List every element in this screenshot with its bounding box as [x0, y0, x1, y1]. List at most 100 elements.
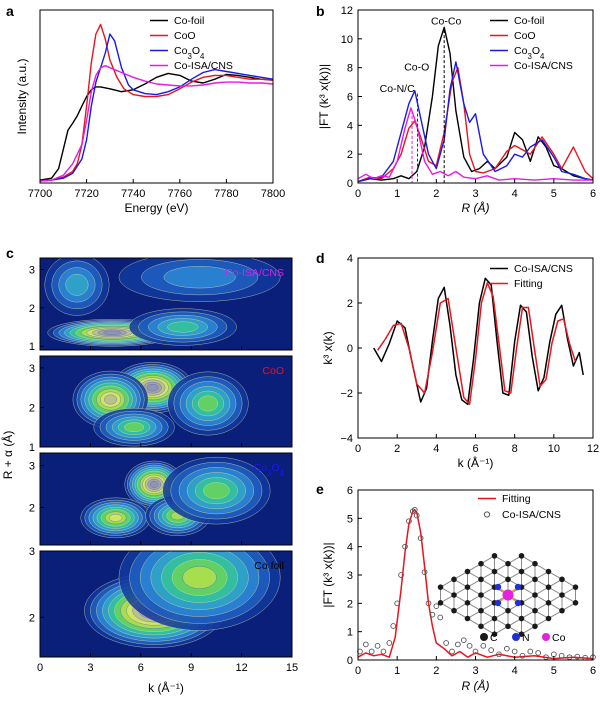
b-y-axis-label: |FT (k³ x(k))|	[317, 64, 331, 129]
data-point	[574, 653, 581, 660]
c-y-axis-label: R + α (Å)	[0, 431, 15, 480]
e-legend-label: Fitting	[502, 493, 531, 505]
data-point	[429, 611, 436, 618]
data-point	[411, 506, 418, 513]
data-point	[535, 650, 542, 656]
b-ytick-label: 12	[341, 5, 353, 17]
d-xtick-label: 6	[472, 443, 478, 455]
data-point	[398, 572, 404, 578]
data-point	[394, 600, 401, 607]
carbon-atom	[532, 623, 538, 630]
carbon-atom	[505, 560, 511, 567]
wavelet-contour	[65, 273, 89, 296]
c-xtick-label: 6	[138, 662, 144, 674]
c-ytick-label: 2	[29, 612, 35, 624]
b-xtick-label: 5	[551, 188, 557, 200]
data-point	[374, 642, 381, 649]
e-xtick-label: 5	[551, 665, 557, 677]
carbon-atom	[532, 560, 538, 567]
e-xtick-label: 4	[512, 665, 518, 677]
xanes-line-coo	[39, 23, 274, 182]
carbon-atom	[505, 576, 511, 583]
a-y-axis-label: Intensity (a.u.)	[15, 58, 29, 134]
carbon-atom	[437, 600, 444, 606]
a-legend-label: Co-foil	[174, 15, 204, 27]
d-xtick-label: 0	[355, 443, 361, 455]
data-point	[433, 603, 440, 610]
carbon-atom	[464, 568, 471, 575]
b-legend-label: Co-foil	[514, 15, 544, 27]
carbon-atom	[532, 607, 538, 614]
panel-e-letter: e	[316, 481, 324, 497]
kspace-line-fitting	[376, 282, 577, 406]
data-point	[496, 651, 502, 658]
wavelet-map-1	[40, 356, 292, 447]
d-xtick-label: 12	[587, 443, 599, 455]
carbon-atom	[478, 576, 484, 583]
wavelet-contour	[104, 394, 118, 405]
carbon-atom	[545, 568, 552, 575]
wavelet-map-0	[40, 258, 292, 350]
c-ytick-label: 3	[29, 461, 35, 473]
b-ytick-label: 2	[347, 149, 353, 161]
b-legend-label: Co-ISA/CNS	[514, 60, 573, 72]
xanes-line-coisacns	[39, 64, 274, 182]
e-ytick-label: 5	[347, 513, 353, 525]
wavelet-contour	[182, 566, 217, 589]
e-legend-marker	[483, 511, 491, 518]
e-x-axis-label: R (Å)	[462, 678, 490, 693]
b-xtick-label: 4	[512, 188, 518, 200]
annot-co-nc: Co-N/C	[380, 83, 415, 95]
d-ytick-label: −4	[340, 433, 353, 445]
panel-d-letter: d	[316, 250, 325, 266]
d-legend-label: Fitting	[514, 278, 543, 290]
b-xtick-label: 3	[472, 188, 478, 200]
a-xtick-label: 7700	[28, 188, 52, 200]
c-ytick-label: 1	[29, 442, 35, 454]
a-legend-label: CoO	[174, 30, 196, 42]
annot-co-o: Co-O	[404, 62, 429, 74]
carbon-atom	[518, 615, 525, 622]
e-ytick-label: 1	[347, 627, 353, 639]
carbon-atom	[572, 584, 579, 590]
data-point	[417, 535, 424, 542]
c3-frame	[39, 550, 293, 658]
a-xtick-label: 7780	[214, 188, 238, 200]
carbon-atom	[464, 600, 471, 606]
data-point	[472, 648, 479, 655]
xanes-line-cofoil	[39, 72, 274, 181]
ft-line-co3o4	[357, 61, 594, 183]
c-ytick-label: 2	[29, 502, 35, 514]
b-xtick-label: 2	[433, 188, 439, 200]
carbon-atom	[572, 600, 579, 606]
inset-legend-label: C	[490, 632, 498, 644]
data-point	[386, 640, 393, 646]
a-legend-label: Co3O4	[174, 45, 205, 61]
c-ytick-label: 2	[29, 303, 35, 315]
b-ytick-label: 8	[347, 63, 353, 75]
c-x-axis-label: k (Å⁻¹)	[148, 680, 184, 695]
e-legend-label: Co-ISA/CNS	[502, 509, 561, 521]
carbon-atom	[518, 631, 525, 637]
b-ytick-label: 4	[347, 120, 353, 132]
c-subplot-label: Co foil	[254, 560, 284, 572]
d-xtick-label: 2	[394, 443, 400, 455]
carbon-atom	[478, 623, 484, 630]
data-point	[511, 648, 518, 655]
d-ytick-label: 0	[347, 343, 353, 355]
b-frame	[357, 9, 594, 184]
nitrogen-atom	[494, 599, 502, 607]
carbon-atom	[464, 615, 471, 622]
wavelet-map-2	[40, 453, 292, 545]
data-point	[390, 623, 397, 629]
b-ytick-label: 6	[347, 92, 353, 104]
c0-frame	[39, 257, 293, 351]
data-point	[402, 543, 408, 550]
wavelet-contour	[124, 422, 145, 433]
c-ytick-label: 3	[29, 265, 35, 277]
d-xtick-label: 4	[433, 443, 439, 455]
e-xtick-label: 2	[433, 665, 439, 677]
data-point	[413, 512, 420, 519]
wavelet-contour	[163, 266, 236, 289]
